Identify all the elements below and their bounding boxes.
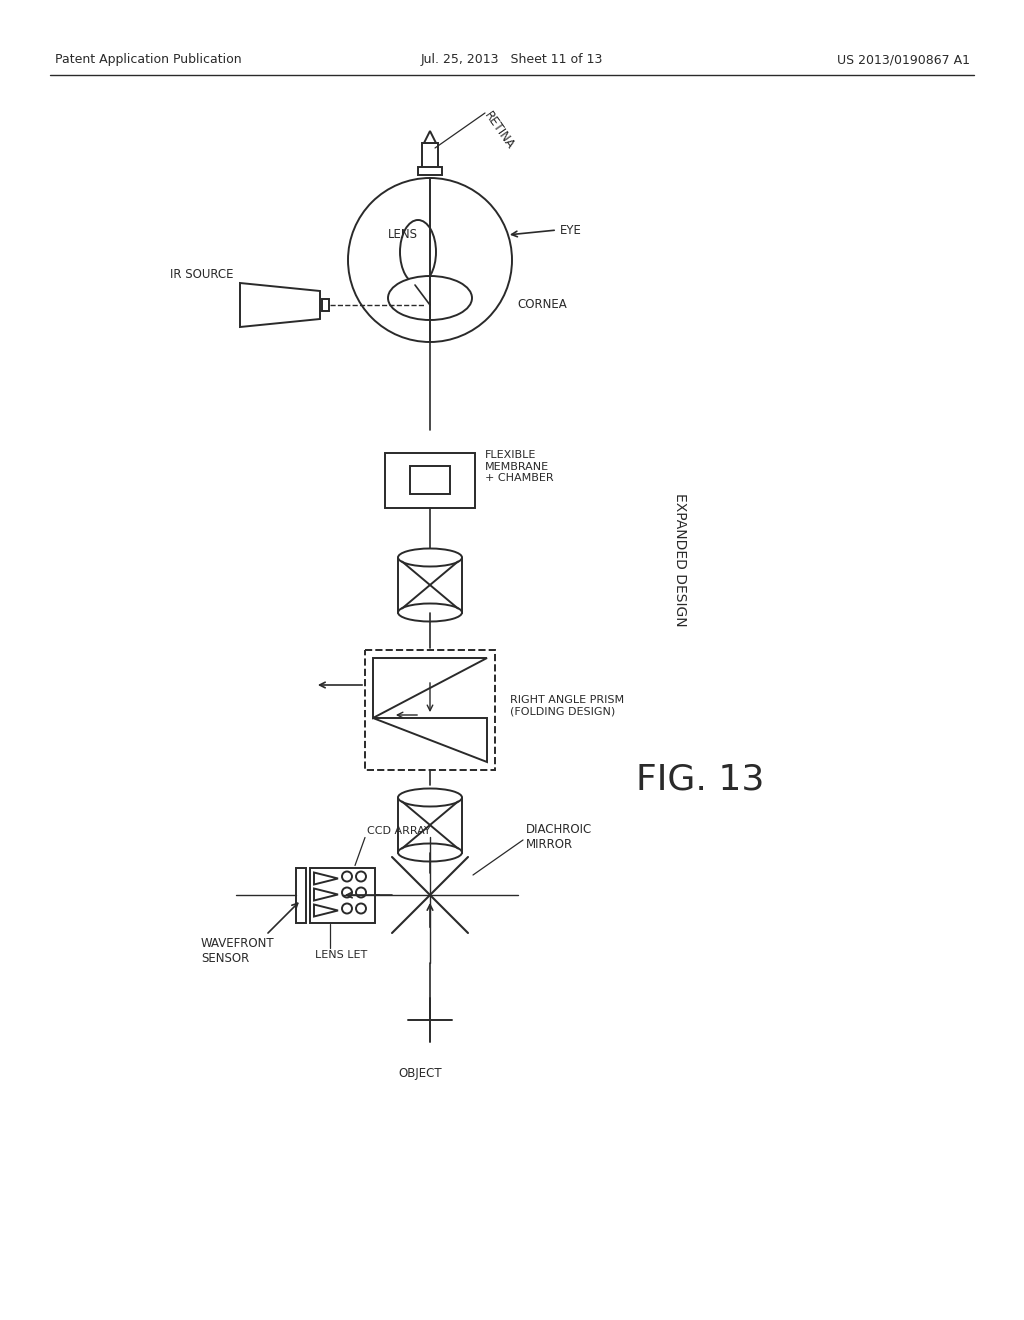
Text: Patent Application Publication: Patent Application Publication — [55, 54, 242, 66]
Text: WAVEFRONT
SENSOR: WAVEFRONT SENSOR — [201, 937, 274, 965]
Polygon shape — [373, 718, 487, 762]
Polygon shape — [373, 657, 487, 718]
Circle shape — [348, 178, 512, 342]
Ellipse shape — [388, 276, 472, 319]
Polygon shape — [314, 888, 338, 900]
Text: LENS LET: LENS LET — [315, 950, 368, 961]
Bar — [422, 143, 438, 172]
Text: FIG. 13: FIG. 13 — [636, 763, 764, 797]
Circle shape — [356, 871, 366, 882]
Bar — [296, 867, 306, 923]
Text: DIACHROIC
MIRROR: DIACHROIC MIRROR — [526, 822, 592, 851]
Text: EYE: EYE — [560, 223, 582, 236]
Ellipse shape — [398, 603, 462, 622]
Ellipse shape — [398, 843, 462, 862]
Bar — [322, 300, 329, 312]
Bar — [418, 168, 442, 176]
Bar — [365, 649, 495, 770]
Text: EXPANDED DESIGN: EXPANDED DESIGN — [673, 494, 687, 627]
Text: IR SOURCE: IR SOURCE — [170, 268, 233, 281]
Text: CCD ARRAY: CCD ARRAY — [367, 825, 431, 836]
Circle shape — [342, 887, 352, 898]
Text: CORNEA: CORNEA — [517, 298, 566, 312]
Polygon shape — [240, 282, 319, 327]
Circle shape — [356, 887, 366, 898]
Bar — [385, 453, 475, 507]
Ellipse shape — [400, 220, 436, 284]
Bar — [410, 466, 450, 494]
Circle shape — [356, 903, 366, 913]
Text: US 2013/0190867 A1: US 2013/0190867 A1 — [837, 54, 970, 66]
Ellipse shape — [398, 549, 462, 566]
Text: Jul. 25, 2013   Sheet 11 of 13: Jul. 25, 2013 Sheet 11 of 13 — [421, 54, 603, 66]
Ellipse shape — [398, 788, 462, 807]
Circle shape — [342, 871, 352, 882]
Circle shape — [342, 903, 352, 913]
Polygon shape — [424, 131, 436, 143]
Text: LENS: LENS — [388, 228, 418, 242]
Bar — [310, 867, 375, 923]
Text: RIGHT ANGLE PRISM
(FOLDING DESIGN): RIGHT ANGLE PRISM (FOLDING DESIGN) — [510, 696, 624, 717]
Text: FLEXIBLE
MEMBRANE
+ CHAMBER: FLEXIBLE MEMBRANE + CHAMBER — [485, 450, 554, 483]
Text: OBJECT: OBJECT — [398, 1067, 441, 1080]
Text: RETINA: RETINA — [481, 110, 517, 152]
Polygon shape — [314, 904, 338, 916]
Polygon shape — [314, 873, 338, 884]
